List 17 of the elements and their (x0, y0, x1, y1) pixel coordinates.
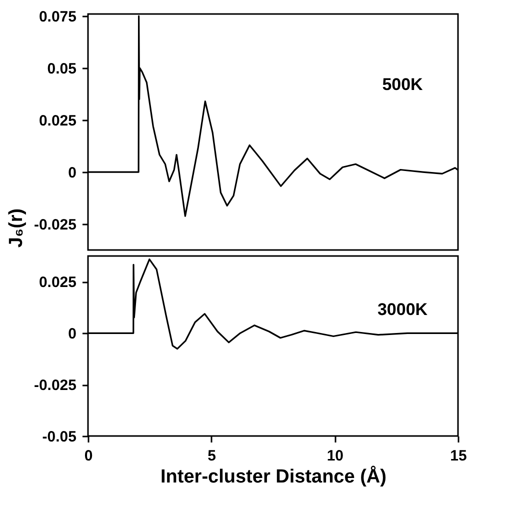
x-tick-label: 0 (84, 448, 93, 464)
y-axis-title: J₆(r) (6, 208, 27, 248)
y-tick-label: -0.05 (42, 428, 76, 446)
y-tick-label: -0.025 (34, 377, 76, 394)
x-axis-title: Inter-cluster Distance (Å) (160, 466, 386, 488)
x-tick-label: 10 (326, 448, 344, 464)
y-tick-label: 0.05 (47, 60, 76, 78)
y-tick-label: 0 (68, 326, 76, 343)
y-tick-label: 0.075 (38, 8, 76, 26)
text: 500K (382, 74, 424, 94)
y-tick-label: 0 (68, 164, 76, 182)
y-tick-label: -0.025 (34, 216, 76, 234)
y-tick-label: 0.025 (38, 274, 76, 292)
x-tick-label: 15 (450, 448, 467, 464)
y-tick-label: 0.025 (38, 112, 76, 130)
x-tick-label: 5 (208, 448, 216, 464)
series-label: 3000K (377, 300, 428, 319)
